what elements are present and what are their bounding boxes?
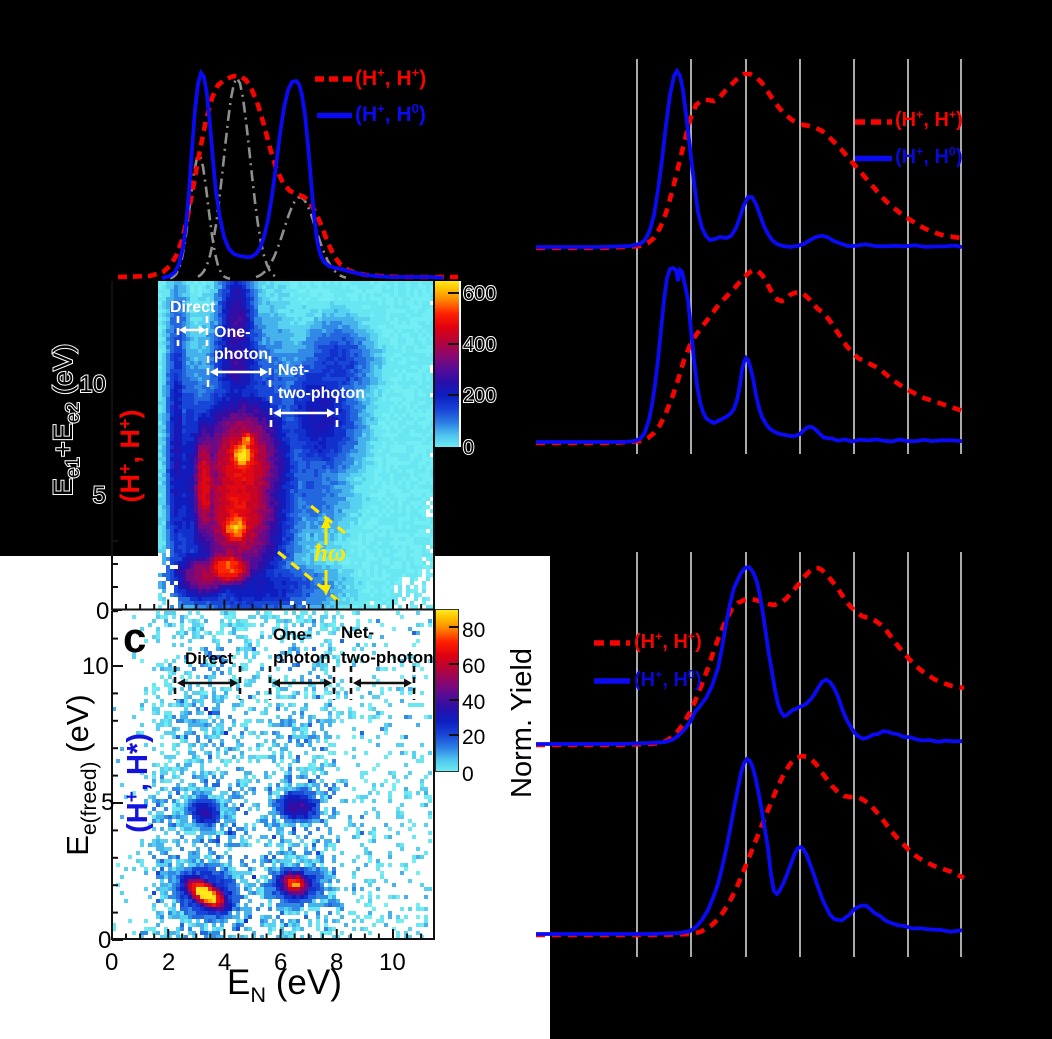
svg-text:5: 5: [93, 482, 106, 509]
svg-text:(H+, H*): (H+, H*): [122, 733, 154, 833]
svg-text:10: 10: [79, 371, 106, 398]
svg-text:0: 0: [463, 437, 474, 459]
svg-text:Ee1+Ee2 (eV): Ee1+Ee2 (eV): [48, 344, 84, 497]
svg-text:600: 600: [463, 283, 496, 305]
svg-text:400: 400: [463, 334, 496, 356]
svg-text:(H+, H+): (H+, H+): [115, 409, 145, 502]
svg-text:200: 200: [463, 385, 496, 407]
svg-text:Norm. Yield: Norm. Yield: [506, 648, 538, 798]
svg-text:Ee(freed) (eV): Ee(freed) (eV): [60, 694, 101, 855]
